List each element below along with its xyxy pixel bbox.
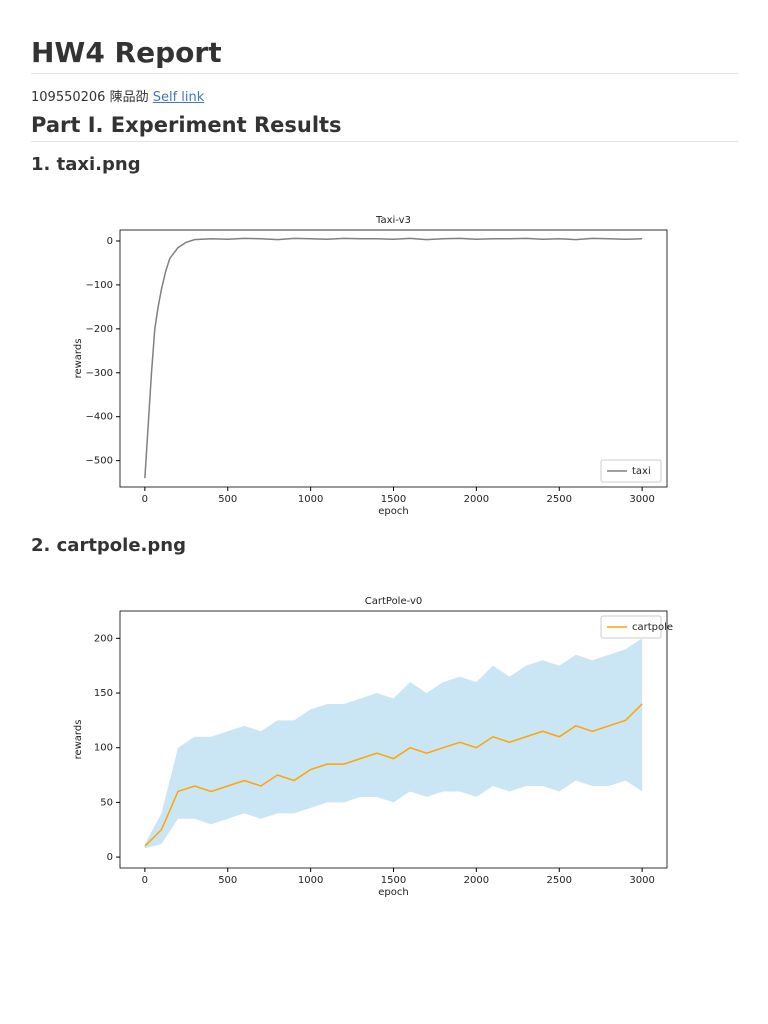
- x-tick-label: 2500: [547, 875, 572, 886]
- figure-heading: 2. cartpole.png: [31, 535, 186, 556]
- x-tick-label: 2000: [464, 875, 489, 886]
- y-tick-label: 200: [94, 633, 113, 644]
- y-tick-label: 0: [107, 852, 113, 863]
- author-line: 109550206 陳品劭 Self link: [31, 86, 204, 105]
- doc-title: HW4 Report: [31, 36, 222, 69]
- x-tick-label: 2500: [547, 494, 572, 505]
- chart-title: Taxi-v3: [375, 215, 411, 226]
- y-tick-label: 0: [107, 236, 113, 247]
- y-axis-label: rewards: [73, 720, 84, 760]
- line: [144, 237, 643, 479]
- legend-label: taxi: [632, 466, 651, 477]
- figure-heading: 1. taxi.png: [31, 154, 141, 175]
- chart: Taxi-v3 0 500 1000 1500 2000 2500 3000 0 −100 −200…: [73, 215, 668, 517]
- x-tick-label: 2000: [464, 494, 489, 505]
- plot-frame: [119, 610, 668, 869]
- y-tick-label: −200: [86, 324, 113, 335]
- x-tick-label: 1500: [381, 494, 406, 505]
- section-title: Part I. Experiment Results: [31, 113, 342, 137]
- x-tick-label: 0: [142, 875, 148, 886]
- x-tick-label: 1000: [298, 494, 323, 505]
- y-tick-label: 150: [94, 688, 113, 699]
- legend-box: [600, 459, 662, 483]
- chart-title: CartPole-v0: [365, 596, 423, 607]
- x-tick-label: 3000: [629, 494, 654, 505]
- x-axis-label: epoch: [378, 887, 408, 898]
- legend-label: cartpole: [632, 622, 673, 633]
- x-tick-label: 1000: [298, 875, 323, 886]
- legend-box: [600, 615, 662, 639]
- y-tick-label: −400: [86, 412, 113, 423]
- author: 109550206 陳品劭: [31, 90, 149, 105]
- x-axis-label: epoch: [378, 506, 408, 517]
- chart: CartPole-v0 0 500 1000 1500 2000 2500 3000 0 50 10…: [73, 596, 673, 898]
- line: [144, 703, 643, 847]
- rule: [31, 141, 738, 142]
- y-tick-label: 50: [100, 797, 113, 808]
- y-tick-label: 100: [94, 743, 113, 754]
- y-tick-label: −300: [86, 368, 113, 379]
- plot-frame: [119, 229, 668, 488]
- y-tick-label: −100: [86, 280, 113, 291]
- rule: [31, 73, 738, 74]
- x-tick-label: 0: [142, 494, 148, 505]
- x-tick-label: 3000: [629, 875, 654, 886]
- y-tick-label: −500: [86, 456, 113, 467]
- x-tick-label: 1500: [381, 875, 406, 886]
- y-axis-label: rewards: [73, 339, 84, 379]
- std-band: [144, 638, 643, 849]
- self-link[interactable]: Self link: [152, 90, 205, 105]
- x-tick-label: 500: [218, 875, 237, 886]
- x-tick-label: 500: [218, 494, 237, 505]
